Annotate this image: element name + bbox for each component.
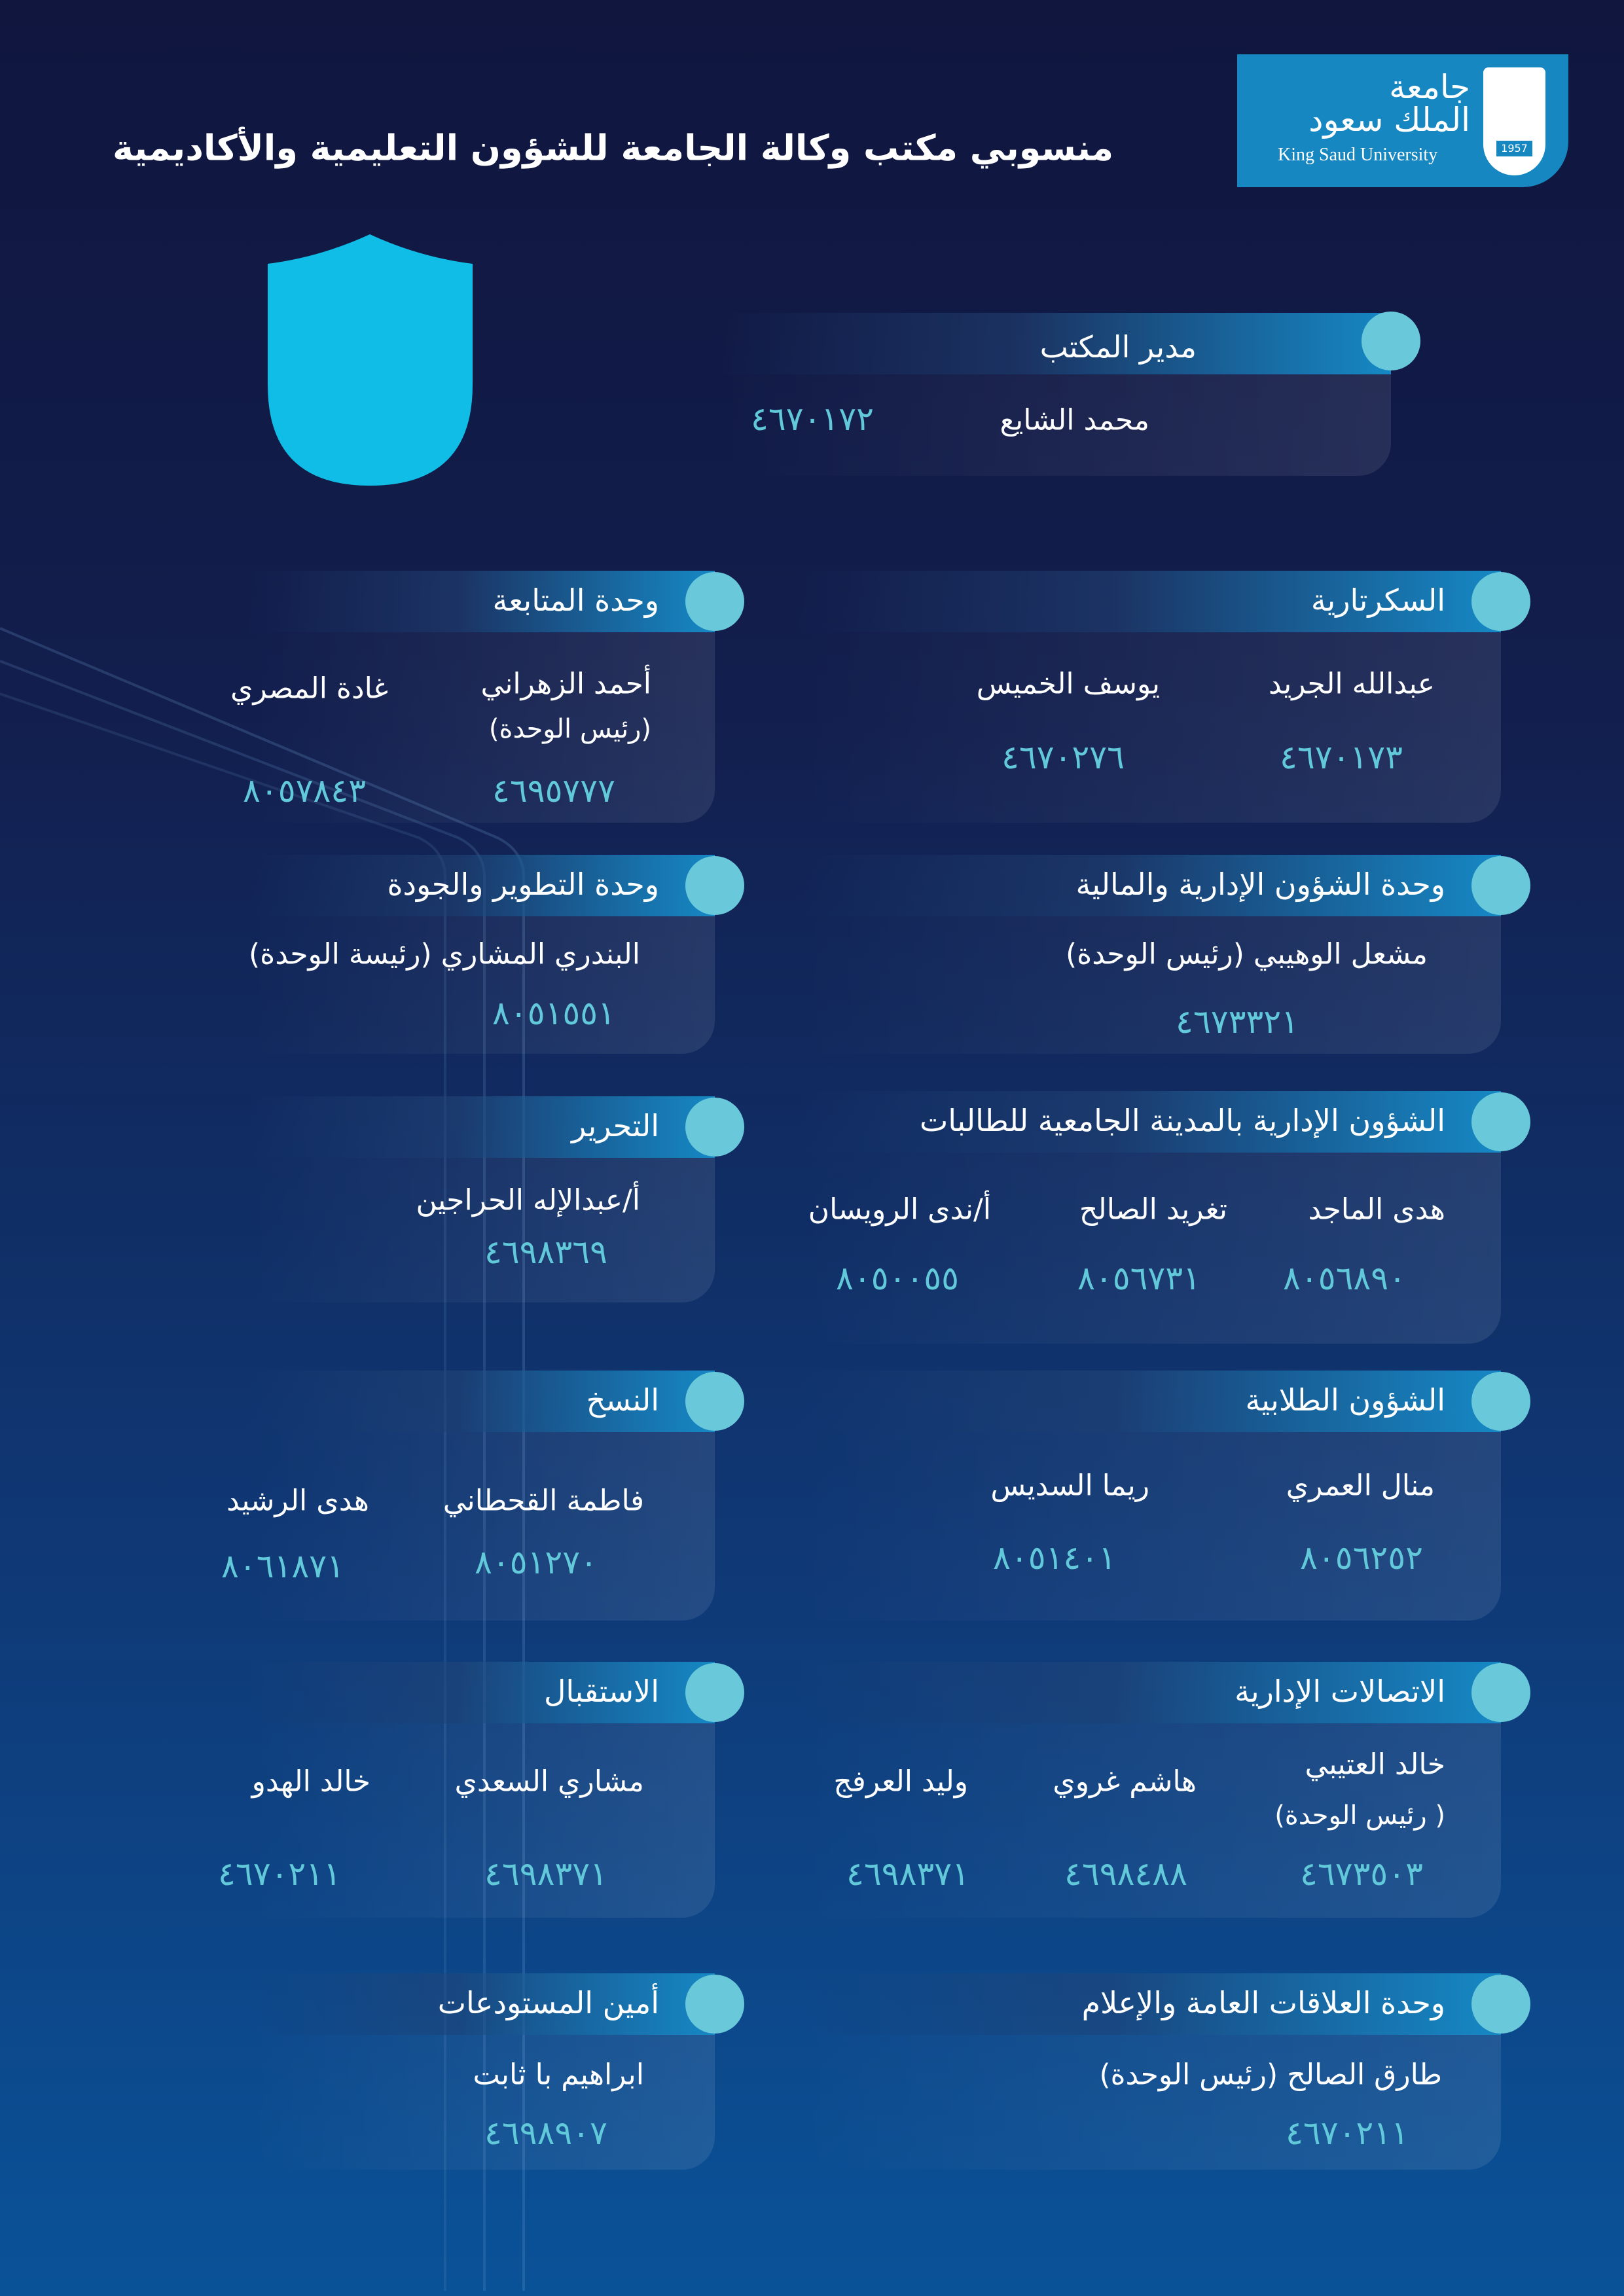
phone-extension: ٤٦٩٨٣٧١ (846, 1855, 969, 1893)
person-name: يوسف الخميس (976, 667, 1160, 701)
page-title: منسوبي مكتب وكالة الجامعة للشؤون التعليم… (112, 127, 1113, 169)
bullet-circle-icon (1471, 1975, 1530, 2034)
bullet-circle-icon (685, 1975, 744, 2034)
bullet-circle-icon (1471, 856, 1530, 915)
unit-title: السكرتارية (1310, 583, 1445, 618)
bullet-circle-icon (685, 856, 744, 915)
phone-extension: ٨٠٥٦٧٣١ (1077, 1259, 1200, 1297)
unit-title: الشؤون الإدارية بالمدينة الجامعية للطالب… (919, 1103, 1445, 1138)
phone-extension: ٤٦٧٠٢١١ (1286, 2114, 1409, 2152)
person-name: منال العمري (1286, 1469, 1435, 1503)
person-name: عبدالله الجريد (1268, 667, 1435, 701)
emblem-year: 1957 (1496, 141, 1532, 156)
phone-extension: ٤٦٧٠٢١١ (218, 1855, 341, 1893)
person-name: محمد الشايع (1000, 403, 1149, 437)
university-emblem-icon: 1957 (1483, 67, 1545, 175)
shield-icon (268, 234, 473, 486)
bullet-circle-icon (1362, 312, 1420, 370)
person-role: (رئيس الوحدة) (488, 714, 651, 744)
phone-extension: ٨٠٥٦٨٩٠ (1283, 1259, 1406, 1297)
phone-extension: ٨٠٥١٤٠١ (993, 1539, 1116, 1577)
person-name: هاشم غروي (1053, 1765, 1197, 1799)
phone-extension: ٤٦٧٠١٧٣ (1280, 738, 1403, 776)
bullet-circle-icon (1471, 1663, 1530, 1722)
bullet-circle-icon (1471, 1092, 1530, 1151)
logo-arabic-line2: الملك سعود (1308, 101, 1470, 139)
person-name: طارق الصالح (رئيس الوحدة) (1099, 2058, 1442, 2092)
person-name: أ/ندى الرويسان (808, 1193, 991, 1227)
person-name: ابراهيم با ثابت (473, 2058, 644, 2092)
unit-title: التحرير (571, 1108, 659, 1143)
person-name: فاطمة القحطاني (442, 1484, 644, 1518)
phone-extension: ٤٦٩٨٣٦٩ (484, 1233, 607, 1271)
phone-extension: ٤٦٩٨٤٨٨ (1064, 1855, 1187, 1893)
person-name: مشعل الوهيبي (رئيس الوحدة) (1065, 937, 1428, 971)
bullet-circle-icon (685, 1098, 744, 1157)
person-name: وليد العرفج (833, 1765, 968, 1799)
logo-english: King Saud University (1278, 145, 1438, 165)
person-name: أحمد الزهراني (480, 667, 651, 701)
bullet-circle-icon (685, 1663, 744, 1722)
phone-extension: ٨٠٥١٢٧٠ (475, 1543, 598, 1581)
person-name: خالد الهدو (251, 1765, 370, 1799)
bullet-circle-icon (1471, 572, 1530, 631)
bullet-circle-icon (685, 1372, 744, 1431)
unit-title: وحدة العلاقات العامة والإعلام (1081, 1985, 1445, 2020)
person-name: أ/عبدالإله الحراجين (416, 1183, 640, 1217)
unit-title: وحدة المتابعة (492, 583, 659, 618)
person-name: ريما السديس (990, 1469, 1149, 1503)
unit-title: وحدة التطوير والجودة (387, 867, 659, 902)
bullet-circle-icon (685, 572, 744, 631)
unit-title: النسخ (586, 1382, 659, 1418)
phone-extension: ٨٠٥٦٢٥٢ (1300, 1539, 1423, 1577)
bullet-circle-icon (1471, 1372, 1530, 1431)
phone-extension: ٤٦٩٨٣٧١ (484, 1855, 607, 1893)
phone-extension: ٤٦٩٥٧٧٧ (492, 772, 615, 810)
unit-title: أمين المستودعات (437, 1985, 659, 2020)
person-name: غادة المصري (230, 672, 388, 706)
phone-extension: ٤٦٧٠١٧٢ (751, 400, 874, 438)
phone-extension: ٨٠٥٠٠٥٥ (836, 1259, 959, 1297)
phone-extension: ٤٦٧٣٣٢١ (1176, 1003, 1299, 1041)
phone-extension: ٨٠٥١٥٥١ (492, 994, 615, 1032)
logo-arabic-line1: جامعة (1389, 68, 1470, 106)
phone-extension: ٤٦٧٠٢٧٦ (1001, 738, 1125, 776)
person-name: هدى الماجد (1308, 1193, 1446, 1227)
person-role: ( رئيس الوحدة) (1274, 1801, 1445, 1831)
person-name: خالد العتيبي (1305, 1748, 1445, 1782)
person-name: مشاري السعدي (454, 1765, 644, 1799)
phone-extension: ٨٠٦١٨٧١ (221, 1547, 344, 1585)
person-name: تغريد الصالح (1079, 1193, 1227, 1227)
phone-extension: ٨٠٥٧٨٤٣ (243, 772, 366, 810)
unit-title: وحدة الشؤون الإدارية والمالية (1075, 867, 1446, 902)
unit-title: الشؤون الطلابية (1245, 1382, 1445, 1418)
person-name: هدى الرشيد (226, 1484, 369, 1518)
card-title: مدير المكتب (1039, 329, 1197, 365)
unit-title: الاتصالات الإدارية (1235, 1674, 1445, 1709)
unit-title: الاستقبال (543, 1674, 659, 1709)
king-saud-university-logo: جامعة الملك سعود King Saud University 19… (1237, 54, 1568, 187)
phone-extension: ٤٦٩٨٩٠٧ (484, 2114, 607, 2152)
phone-extension: ٤٦٧٣٥٠٣ (1300, 1855, 1423, 1893)
person-name: البندري المشاري (رئيسة الوحدة) (249, 937, 640, 971)
